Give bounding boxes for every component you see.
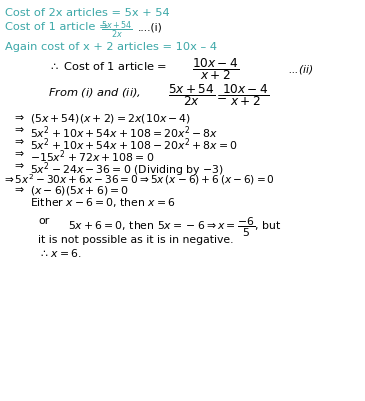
Text: Either $x - 6 = 0$, then $x = 6$: Either $x - 6 = 0$, then $x = 6$ [30, 196, 176, 209]
Text: Cost of 2x articles = 5x + 54: Cost of 2x articles = 5x + 54 [5, 8, 170, 18]
Text: ....(i): ....(i) [138, 22, 163, 32]
Text: $5x^2 + 10x + 54x + 108 = 20x^2 - 8x$: $5x^2 + 10x + 54x + 108 = 20x^2 - 8x$ [30, 124, 218, 140]
Text: Again cost of x + 2 articles = 10x – 4: Again cost of x + 2 articles = 10x – 4 [5, 42, 217, 52]
Text: $- 15x^2 + 72x + 108 = 0$: $- 15x^2 + 72x + 108 = 0$ [30, 148, 154, 164]
Text: $\dfrac{10x-4}{x+2}$: $\dfrac{10x-4}{x+2}$ [192, 56, 239, 81]
Text: $5x + 6 = 0$, then $5x = -6 \Rightarrow x = \dfrac{-6}{5}$, but: $5x + 6 = 0$, then $5x = -6 \Rightarrow … [68, 215, 281, 239]
Text: $(x - 6)(5x + 6) = 0$: $(x - 6)(5x + 6) = 0$ [30, 184, 129, 196]
Text: $\dfrac{10x-4}{x+2}$: $\dfrac{10x-4}{x+2}$ [222, 82, 269, 107]
Text: $\Rightarrow$: $\Rightarrow$ [12, 184, 25, 194]
Text: $\Rightarrow$: $\Rightarrow$ [12, 112, 25, 122]
Text: $\dfrac{5x+54}{2x}$: $\dfrac{5x+54}{2x}$ [168, 82, 215, 107]
Text: it is not possible as it is in negative.: it is not possible as it is in negative. [38, 235, 234, 244]
Text: $\therefore$ Cost of 1 article =: $\therefore$ Cost of 1 article = [48, 60, 169, 72]
Text: $\Rightarrow$: $\Rightarrow$ [12, 160, 25, 170]
Text: $\frac{5x+54}{2x}$: $\frac{5x+54}{2x}$ [101, 19, 133, 41]
Text: $\Rightarrow$: $\Rightarrow$ [12, 148, 25, 158]
Text: $\Rightarrow 5x^2 - 30x + 6x - 36 = 0 \Rightarrow 5x\,(x-6) + 6\,(x-6) = 0$: $\Rightarrow 5x^2 - 30x + 6x - 36 = 0 \R… [2, 172, 275, 186]
Text: $5x^2 + 10x + 54x + 108 - 20x^2 + 8x = 0$: $5x^2 + 10x + 54x + 108 - 20x^2 + 8x = 0… [30, 136, 238, 152]
Text: $\Rightarrow$: $\Rightarrow$ [12, 136, 25, 146]
Text: $5x^2 - 24x - 36 = 0$ (Dividing by $-3$): $5x^2 - 24x - 36 = 0$ (Dividing by $-3$) [30, 160, 224, 178]
Text: $=$: $=$ [214, 89, 227, 102]
Text: ...($ii$): ...($ii$) [288, 63, 313, 76]
Text: $\Rightarrow$: $\Rightarrow$ [12, 124, 25, 134]
Text: Cost of 1 article =: Cost of 1 article = [5, 22, 112, 32]
Text: From ($i$) and ($ii$),: From ($i$) and ($ii$), [48, 86, 141, 99]
Text: $\therefore\, x = 6.$: $\therefore\, x = 6.$ [38, 246, 82, 258]
Text: $(5x + 54)(x + 2) = 2x(10x - 4)$: $(5x + 54)(x + 2) = 2x(10x - 4)$ [30, 112, 191, 125]
Text: or: or [38, 215, 49, 225]
